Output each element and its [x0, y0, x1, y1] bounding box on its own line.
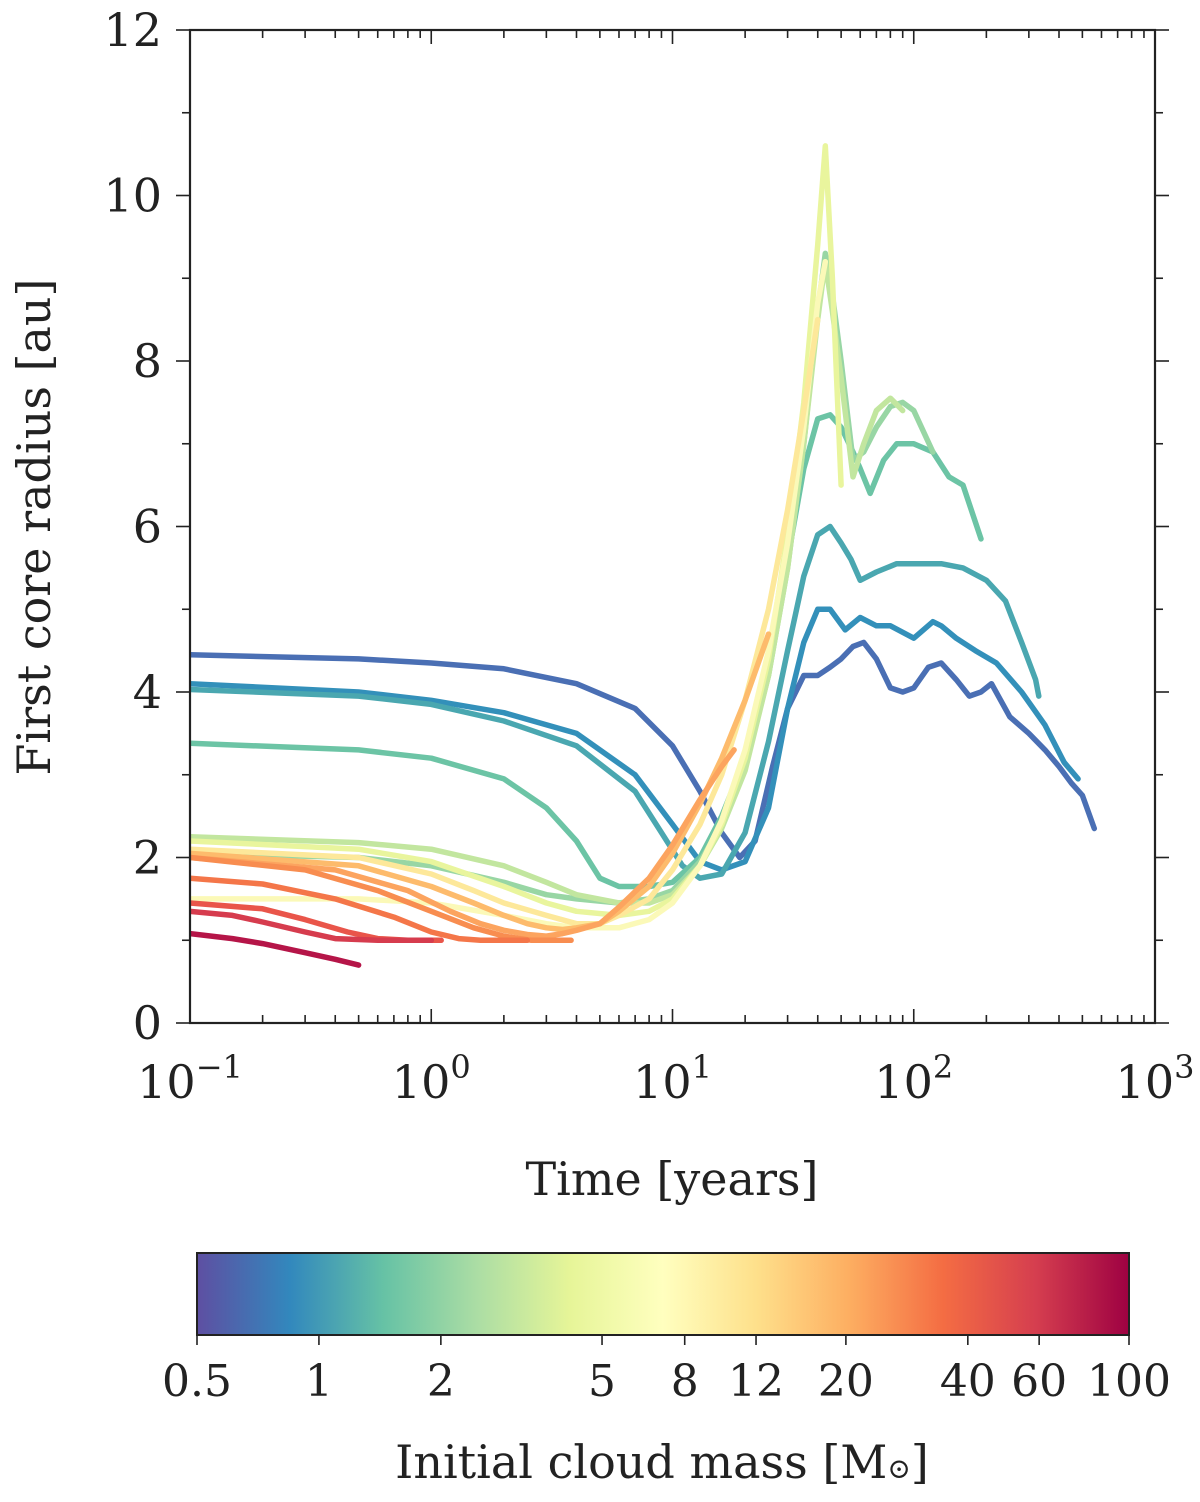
colorbar-label-close: ] [911, 1435, 929, 1489]
x-axis-ticks [189, 30, 1156, 1023]
y-axis-tick-labels: 0 2 4 6 8 10 12 [103, 3, 162, 1050]
colorbar [196, 1252, 1130, 1336]
colorbar-tick-label: 100 [1087, 1356, 1171, 1407]
x-tick-label: 103 [1116, 1048, 1195, 1109]
series-line-13 [190, 875, 531, 944]
colorbar-tick-labels: 0.5 1 2 5 8 12 20 40 60 100 [162, 1356, 1171, 1407]
colorbar-tick-label: 12 [728, 1356, 784, 1407]
series-line-7 [190, 143, 844, 919]
colorbar-tick-label: 40 [940, 1356, 996, 1407]
y-tick-label: 6 [133, 500, 162, 554]
y-tick-label: 10 [103, 169, 162, 223]
y-tick-label: 8 [133, 334, 162, 388]
colorbar-tick-label: 20 [818, 1356, 874, 1407]
series-layer [190, 143, 1098, 968]
y-tick-label: 12 [103, 3, 162, 57]
colorbar-tick-label: 60 [1011, 1356, 1067, 1407]
x-tick-label: 102 [874, 1048, 953, 1109]
series-line-4 [190, 412, 984, 890]
y-axis-ticks [176, 29, 1169, 1024]
y-tick-label: 4 [133, 665, 162, 719]
series-line-1 [190, 639, 1098, 861]
colorbar-ticks [196, 1335, 1130, 1345]
colorbar-label-text: Initial cloud mass [M [395, 1435, 887, 1489]
series-line-8 [190, 258, 829, 931]
x-axis-tick-labels: 10−1 100 101 102 103 [137, 1048, 1194, 1109]
x-tick-label: 10−1 [137, 1048, 243, 1109]
colorbar-tick-label: 8 [671, 1356, 699, 1407]
colorbar-tick-label: 5 [588, 1356, 616, 1407]
y-tick-label: 0 [133, 996, 162, 1050]
x-axis-label: Time [years] [526, 1152, 819, 1206]
series-line-6 [190, 258, 906, 906]
x-tick-label: 100 [392, 1048, 471, 1109]
x-tick-label: 101 [633, 1048, 712, 1109]
colorbar-label: Initial cloud mass [M⊙] [395, 1435, 929, 1489]
series-line-12 [190, 854, 574, 944]
series-line-2 [190, 606, 1081, 873]
series-line-11 [190, 747, 737, 939]
series-line-3 [190, 523, 1042, 881]
series-line-5 [190, 250, 936, 906]
sun-symbol: ⊙ [887, 1452, 910, 1485]
colorbar-tick-label: 0.5 [162, 1356, 232, 1407]
y-axis-label: First core radius [au] [7, 279, 61, 776]
series-line-9 [190, 316, 821, 927]
series-line-16 [190, 930, 362, 968]
series-line-15 [190, 908, 435, 944]
y-tick-label: 2 [133, 831, 162, 885]
colorbar-tick-label: 2 [427, 1356, 455, 1407]
colorbar-tick-label: 1 [305, 1356, 333, 1407]
